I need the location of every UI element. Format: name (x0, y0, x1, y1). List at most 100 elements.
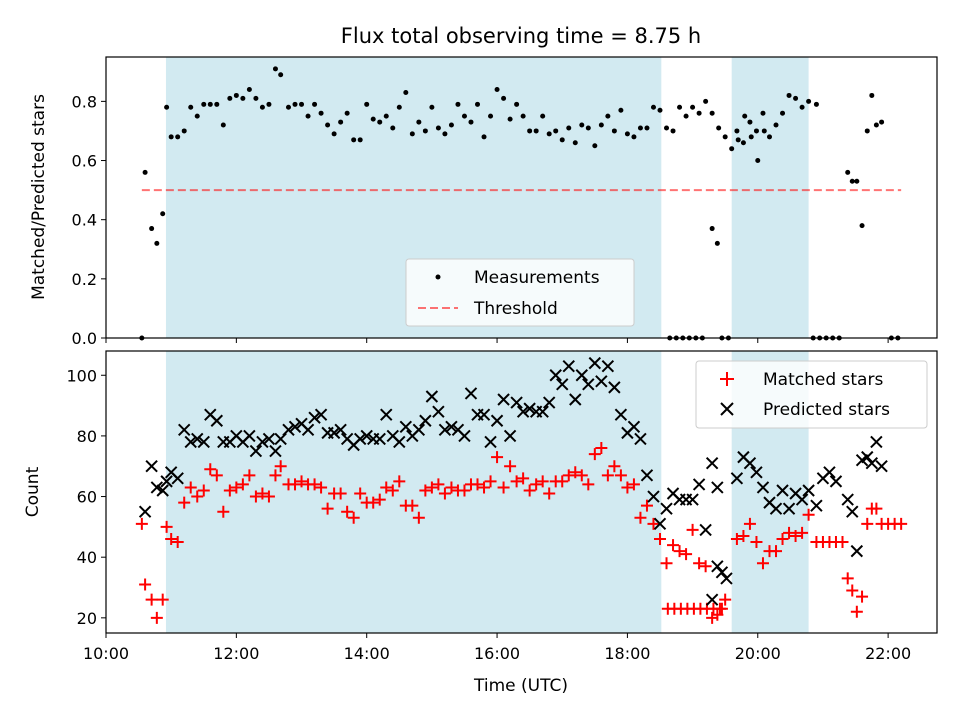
measurement-point (598, 122, 604, 128)
measurement-point (338, 119, 344, 125)
predicted-stars-point (197, 435, 210, 449)
matched-stars-point (543, 487, 556, 500)
predicted-stars-point (715, 566, 729, 579)
predicted-stars-point (795, 493, 809, 506)
matched-stars-point (334, 487, 347, 500)
matched-stars-point (406, 499, 419, 512)
matched-stars-point (471, 478, 484, 491)
y-tick-label: 0.0 (72, 329, 97, 348)
predicted-stars-point (432, 405, 445, 418)
predicted-stars-point (575, 369, 588, 382)
matched-stars-point (380, 481, 393, 494)
measurement-point (664, 125, 670, 131)
predicted-stars-point (184, 435, 197, 449)
measurement-point (677, 104, 683, 110)
measurement-point (869, 92, 875, 98)
matched-stars-point (660, 557, 673, 570)
matched-stars-point (393, 475, 406, 488)
measurement-point (605, 113, 611, 119)
measurement-point (142, 169, 148, 175)
measurement-point (514, 101, 520, 107)
matched-stars-point (640, 499, 653, 512)
matched-stars-point (204, 463, 217, 476)
predicted-stars-point (542, 396, 556, 409)
matched-stars-point (846, 584, 859, 597)
measurement-point (747, 119, 753, 125)
measurement-point (533, 128, 539, 134)
measurement-point (396, 104, 402, 110)
measurement-point (849, 178, 855, 184)
measurement-point (631, 134, 637, 140)
y-tick-label: 80 (77, 427, 97, 446)
measurement-point (455, 101, 461, 107)
x-tick-label: 18:00 (604, 644, 650, 663)
x-tick-label: 20:00 (735, 644, 781, 663)
measurement-point (572, 140, 578, 146)
legend-matched-label: Matched stars (763, 370, 883, 390)
measurement-point (748, 134, 754, 140)
measurement-point (579, 122, 585, 128)
measurement-point (331, 131, 337, 137)
predicted-stars-point (269, 444, 282, 458)
observing-span (165, 351, 662, 633)
figure-title: Flux total observing time = 8.75 h (341, 24, 701, 48)
predicted-stars-point (256, 435, 269, 449)
predicted-stars-point (477, 408, 491, 421)
matched-stars-point (438, 487, 451, 500)
measurement-point (181, 128, 187, 134)
matched-stars-point (706, 611, 719, 624)
measurement-point (246, 87, 252, 93)
measurement-point (377, 119, 383, 125)
matched-stars-point (432, 478, 445, 491)
matched-stars-point (274, 460, 287, 473)
matched-stars-point (510, 475, 523, 488)
matched-stars-point (595, 442, 608, 455)
measurement-point (585, 125, 591, 131)
matched-stars-point (680, 548, 693, 561)
matched-stars-point (575, 469, 588, 482)
measurement-point (760, 110, 766, 116)
predicted-stars-point (438, 423, 452, 437)
matched-stars-point (850, 605, 863, 618)
measurement-point (864, 128, 870, 134)
measurement-point (383, 113, 389, 119)
matched-stars-point (308, 478, 321, 491)
measurement-point (742, 113, 748, 119)
matched-stars-point (256, 487, 269, 500)
matched-stars-point (171, 536, 184, 549)
matched-stars-point (269, 469, 282, 482)
measurement-point (696, 110, 702, 116)
legend-measurements-label: Measurements (474, 268, 600, 288)
bottom-plot-frame (105, 350, 938, 634)
measurement-point (481, 134, 487, 140)
measurement-point (527, 128, 533, 134)
predicted-stars-point (769, 502, 783, 515)
measurement-point (370, 116, 376, 122)
measurement-point (813, 101, 819, 107)
y-tick-label: 60 (77, 488, 97, 507)
bottom-y-axis-ticks: 20 40 60 80 100 (66, 366, 106, 628)
matched-stars-point (743, 517, 756, 530)
measurement-point (154, 240, 160, 246)
measurement-point (435, 125, 441, 131)
top-legend: Measurements Threshold (405, 258, 635, 327)
predicted-stars-point (841, 493, 854, 506)
measurement-point (761, 128, 767, 134)
matched-stars-point (262, 490, 275, 503)
measurement-point (422, 128, 428, 134)
predicted-stars-point (464, 387, 478, 400)
matched-stars-point (770, 545, 783, 558)
predicted-stars-point (536, 405, 549, 418)
measurement-point (351, 137, 357, 143)
measurement-point (220, 122, 226, 128)
measurement-point (201, 101, 207, 107)
measurement-point (488, 113, 494, 119)
measurement-point (259, 104, 265, 110)
measurement-point (624, 131, 630, 137)
predicted-stars-point (720, 572, 733, 585)
measurement-point (468, 119, 474, 125)
measurement-point (409, 131, 415, 137)
matched-stars-point (841, 572, 854, 585)
measurement-point (207, 101, 213, 107)
measurement-point (266, 101, 272, 107)
